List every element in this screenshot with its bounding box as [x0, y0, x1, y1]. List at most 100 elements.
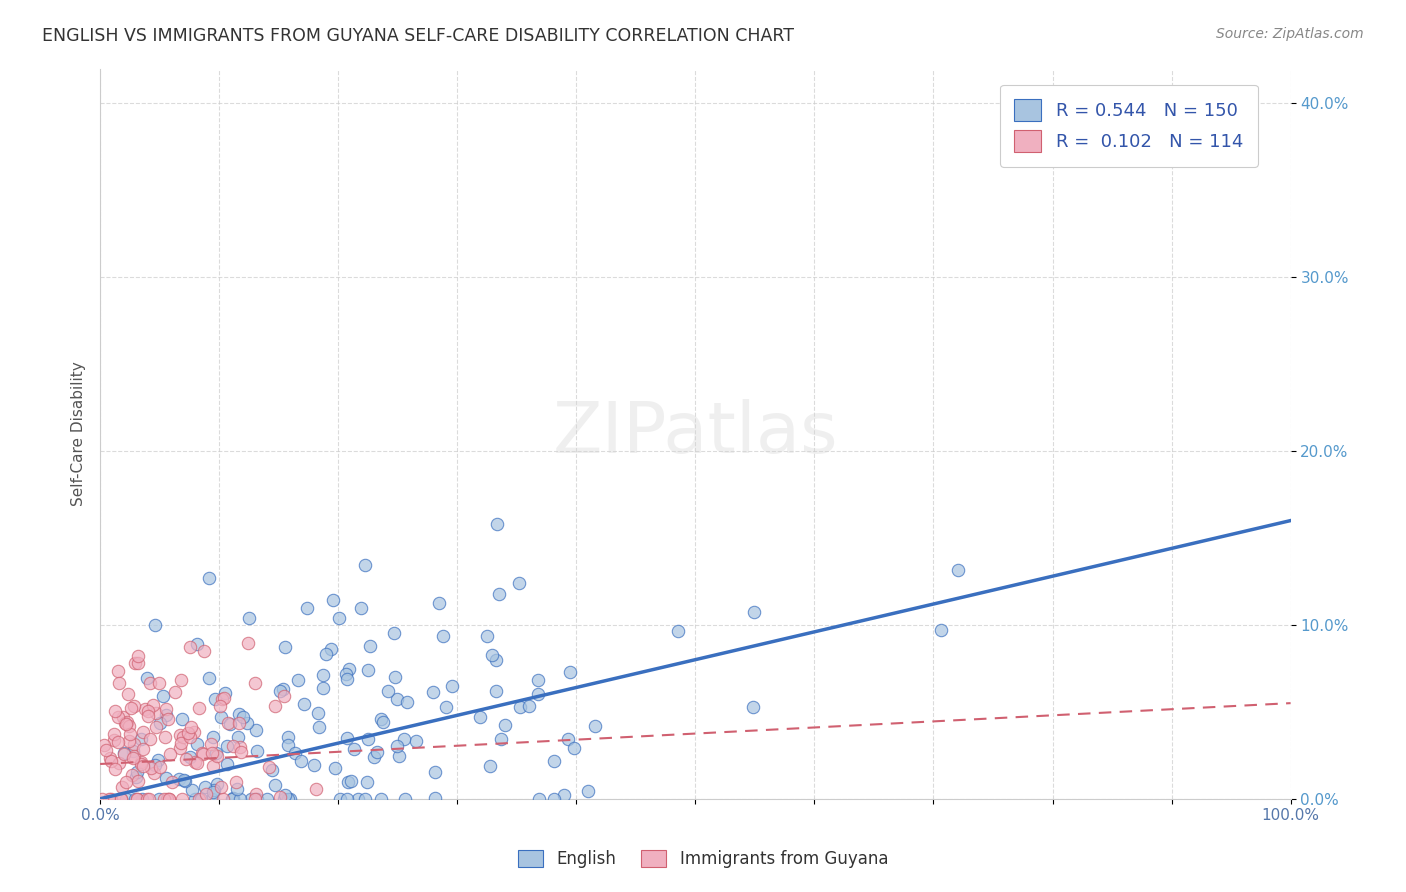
Point — [201, 791, 224, 805]
Point — [157, 791, 180, 805]
Point — [337, 662, 360, 676]
Point — [394, 791, 416, 805]
Point — [209, 780, 232, 794]
Point — [125, 791, 148, 805]
Point — [127, 648, 149, 663]
Point — [122, 737, 145, 751]
Point — [423, 790, 446, 805]
Text: ZIPatlas: ZIPatlas — [553, 399, 838, 468]
Point — [287, 673, 309, 688]
Point — [136, 704, 159, 718]
Point — [107, 709, 129, 723]
Point — [122, 749, 145, 764]
Point — [186, 756, 208, 771]
Point — [277, 791, 299, 805]
Point — [211, 692, 233, 706]
Point — [152, 689, 174, 703]
Point — [228, 739, 250, 754]
Point — [172, 791, 194, 805]
Point — [350, 600, 373, 615]
Point — [212, 791, 235, 805]
Point — [377, 684, 399, 698]
Point — [136, 671, 159, 685]
Point — [429, 596, 451, 610]
Point — [115, 716, 138, 731]
Point — [132, 724, 155, 739]
Point — [127, 765, 149, 780]
Point — [180, 720, 202, 734]
Point — [290, 754, 312, 768]
Point — [104, 762, 127, 776]
Point — [108, 756, 131, 770]
Point — [122, 751, 145, 765]
Point — [153, 730, 176, 744]
Point — [104, 704, 127, 718]
Point — [742, 605, 765, 619]
Point — [138, 709, 160, 723]
Point — [347, 791, 370, 805]
Point — [312, 667, 335, 681]
Point — [485, 653, 508, 667]
Point — [336, 672, 359, 686]
Point — [478, 759, 501, 773]
Point — [356, 731, 378, 746]
Point — [284, 746, 307, 760]
Point — [370, 712, 392, 726]
Point — [228, 716, 250, 731]
Point — [271, 681, 294, 696]
Point — [489, 731, 512, 746]
Point — [108, 676, 131, 690]
Point — [328, 611, 350, 625]
Point — [118, 727, 141, 741]
Point — [131, 757, 153, 772]
Point — [357, 663, 380, 677]
Point — [169, 772, 191, 787]
Point — [226, 731, 249, 745]
Point — [315, 647, 337, 661]
Point — [229, 791, 252, 805]
Point — [946, 563, 969, 577]
Point — [485, 683, 508, 698]
Point — [436, 700, 458, 714]
Point — [366, 745, 388, 759]
Point — [529, 791, 551, 805]
Point — [370, 791, 392, 805]
Point — [184, 791, 207, 805]
Point — [236, 716, 259, 731]
Point — [245, 676, 267, 690]
Point — [354, 791, 377, 805]
Point — [543, 754, 565, 768]
Point — [200, 737, 222, 751]
Point — [107, 735, 129, 749]
Point — [245, 787, 267, 801]
Point — [186, 637, 208, 651]
Point — [363, 750, 385, 764]
Point — [218, 717, 240, 731]
Point — [112, 746, 135, 760]
Point — [385, 691, 408, 706]
Point — [382, 626, 405, 640]
Point — [103, 727, 125, 741]
Point — [176, 726, 198, 740]
Point — [129, 755, 152, 769]
Point — [238, 611, 260, 625]
Point — [148, 676, 170, 690]
Point — [142, 698, 165, 712]
Point — [157, 791, 180, 805]
Point — [215, 756, 238, 771]
Point — [146, 753, 169, 767]
Text: ENGLISH VS IMMIGRANTS FROM GUYANA SELF-CARE DISABILITY CORRELATION CHART: ENGLISH VS IMMIGRANTS FROM GUYANA SELF-C… — [42, 27, 794, 45]
Point — [481, 648, 503, 663]
Point — [423, 765, 446, 780]
Point — [207, 749, 229, 764]
Point — [193, 780, 215, 794]
Point — [354, 558, 377, 573]
Point — [226, 782, 249, 797]
Point — [278, 791, 301, 805]
Point — [356, 775, 378, 789]
Point — [149, 759, 172, 773]
Point — [422, 685, 444, 699]
Point — [145, 720, 167, 734]
Point — [335, 667, 357, 681]
Point — [125, 770, 148, 784]
